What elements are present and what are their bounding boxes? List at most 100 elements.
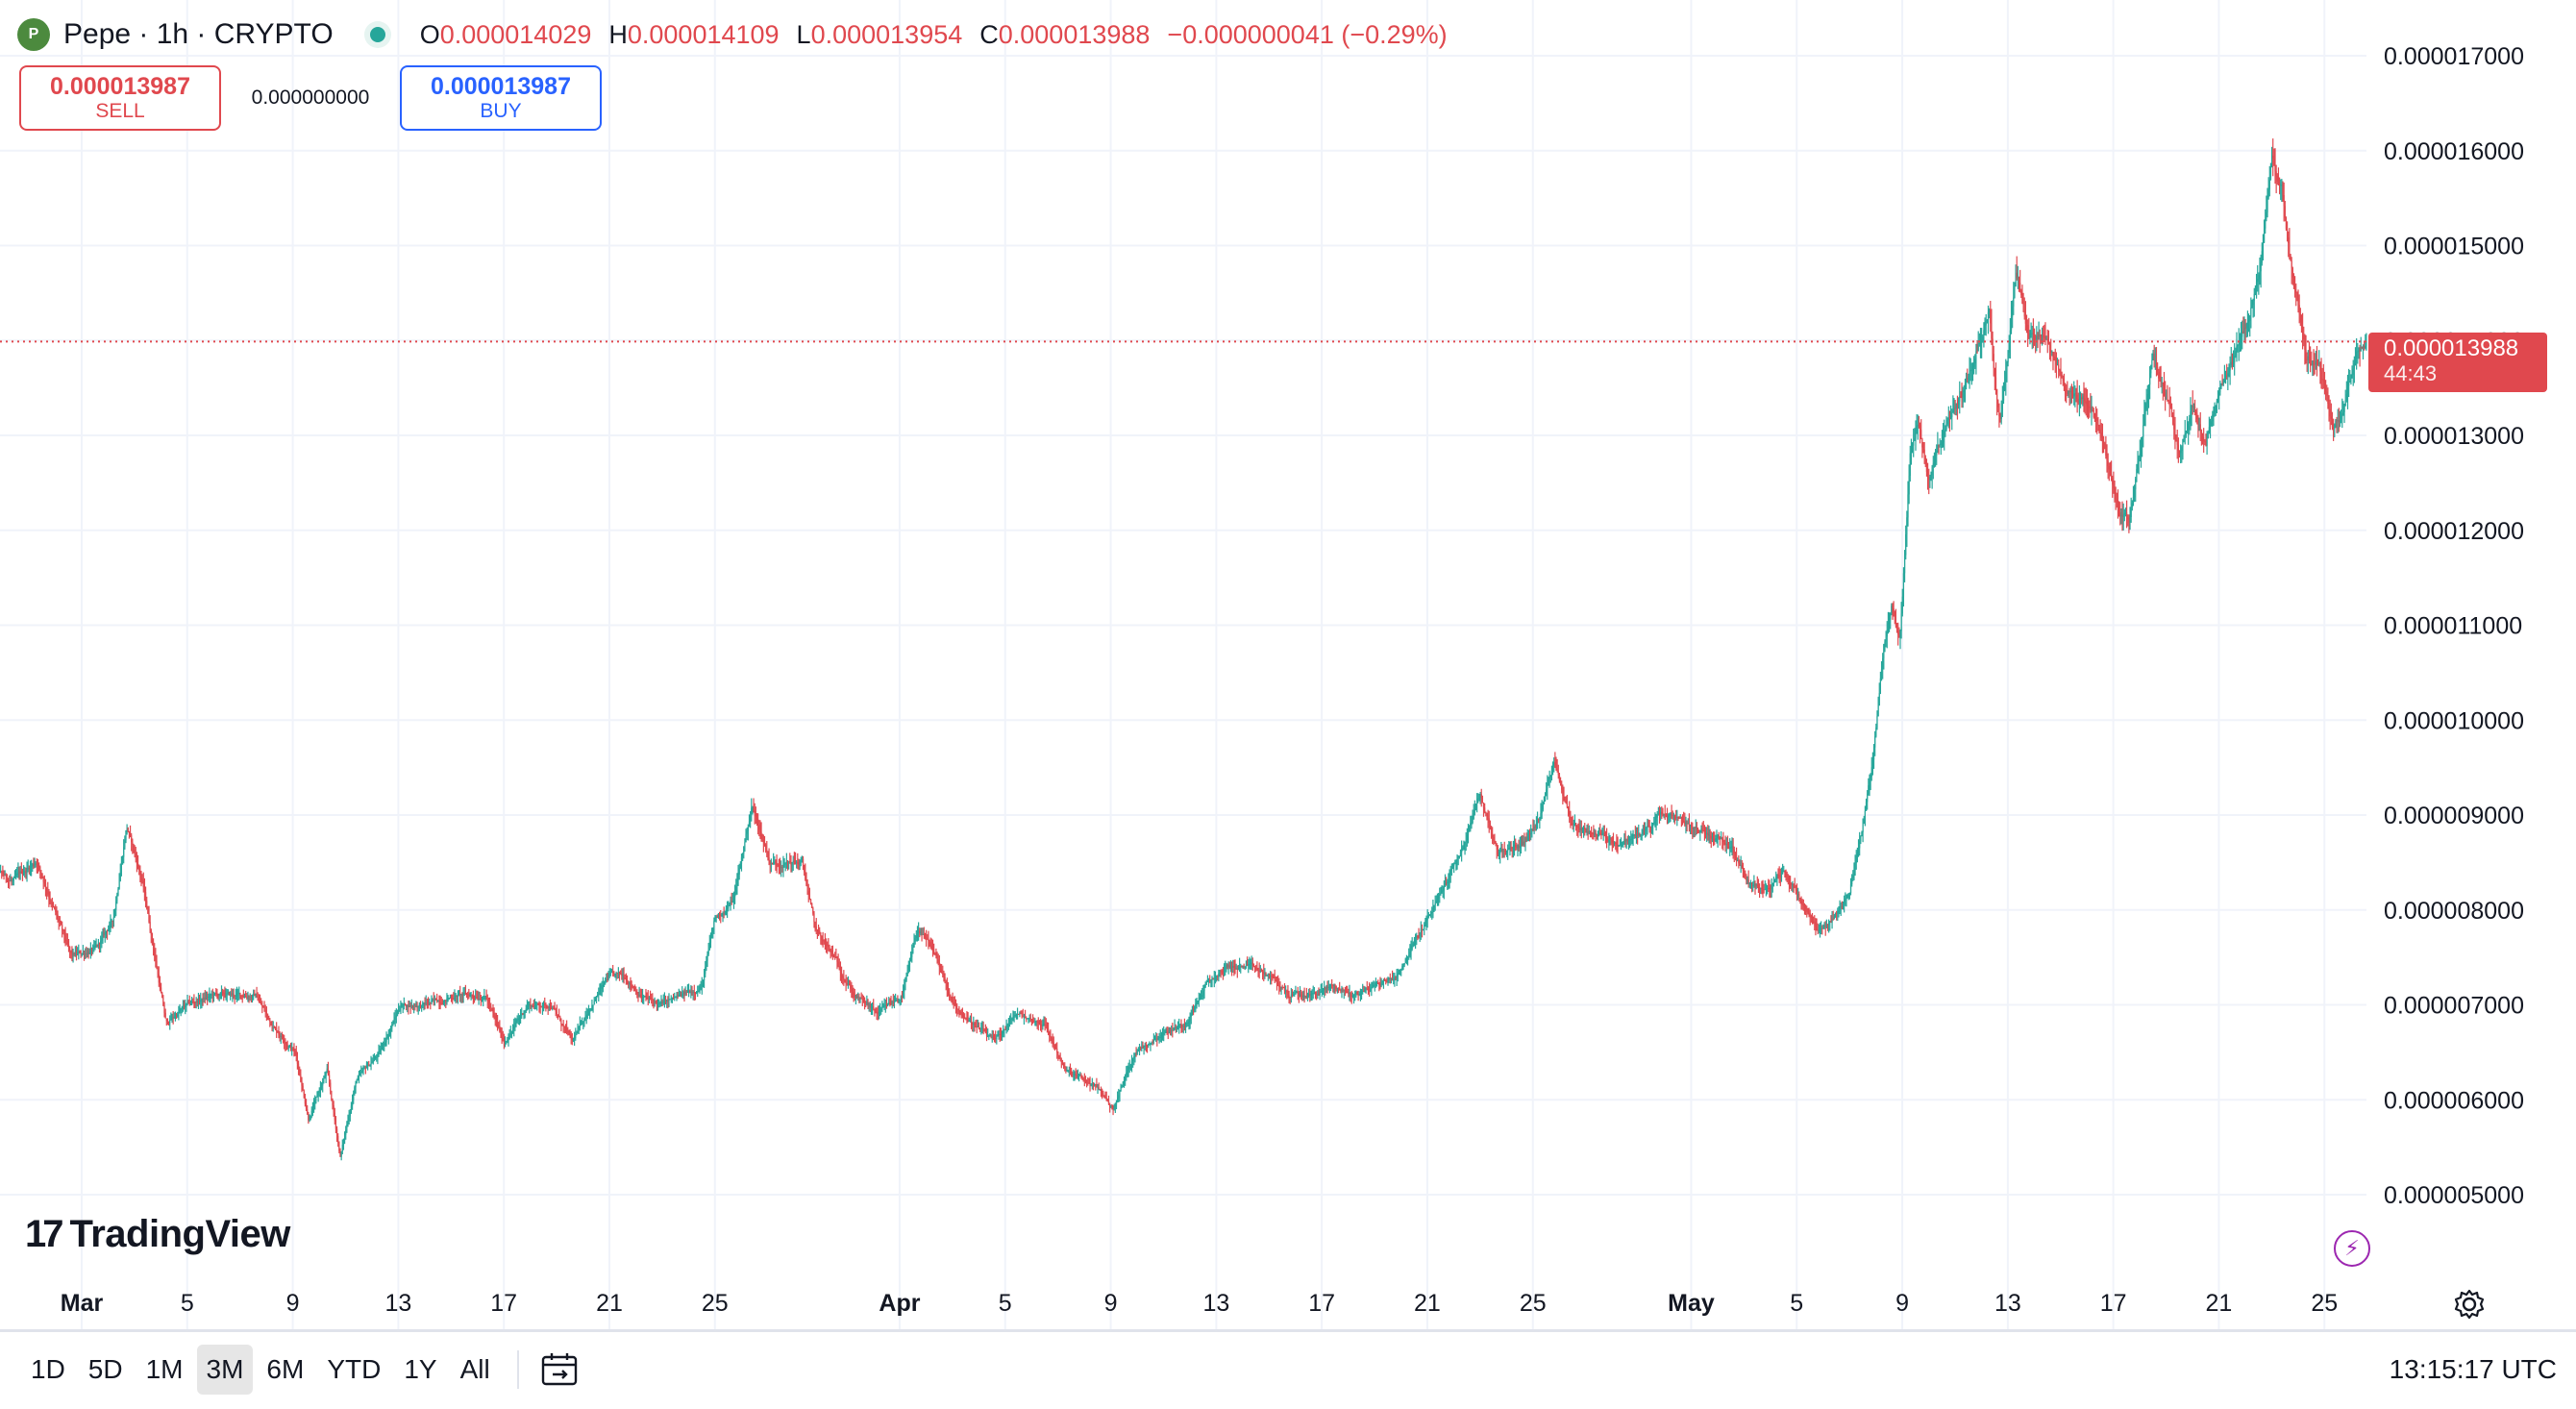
time-tick-label: 21 — [596, 1290, 623, 1317]
candle-body — [143, 887, 146, 893]
candle-body — [316, 1095, 318, 1098]
candle-body — [1225, 967, 1226, 969]
range-button-all[interactable]: All — [459, 1354, 490, 1384]
candle-body — [1252, 965, 1255, 968]
candle-body — [1335, 986, 1337, 989]
range-button-ytd[interactable]: YTD — [327, 1354, 382, 1384]
candle-body — [2157, 366, 2159, 372]
candle-body — [1060, 1060, 1062, 1062]
range-button-1y[interactable]: 1Y — [404, 1354, 437, 1384]
sell-button[interactable]: 0.000013987 SELL — [19, 65, 221, 131]
gear-icon[interactable] — [2453, 1288, 2486, 1321]
candle-body — [903, 991, 904, 998]
market-status-icon[interactable] — [369, 27, 385, 42]
candle-body — [1936, 450, 1938, 456]
candle-body — [1412, 943, 1414, 947]
lightning-icon[interactable]: ⚡ — [2334, 1230, 2370, 1267]
candle-body — [1801, 901, 1803, 905]
candle-body — [1312, 993, 1314, 995]
range-button-1d[interactable]: 1D — [31, 1354, 65, 1384]
time-axis[interactable]: Mar 5 9 13 17 21 25 Apr 5 9 13 17 21 25 May 5 9 13 17 21 25 — [61, 1290, 2338, 1317]
candle-body — [1536, 819, 1539, 824]
candle-body — [1423, 928, 1424, 930]
candle-body — [2058, 364, 2060, 370]
candle-body — [703, 974, 706, 981]
candle-body — [635, 991, 637, 993]
tradingview-wordmark: TradingView — [69, 1213, 291, 1255]
candle-body — [2113, 484, 2115, 488]
candle-body — [1138, 1048, 1141, 1050]
candle-body — [580, 1023, 582, 1025]
candle-body — [766, 850, 768, 853]
candle-body — [809, 899, 812, 903]
candle-body — [1490, 828, 1493, 834]
range-button-5d[interactable]: 5D — [87, 1354, 123, 1384]
candle-body — [531, 1005, 533, 1007]
candle-body — [1008, 1020, 1011, 1024]
candle-body — [1144, 1045, 1146, 1047]
candle-body — [1333, 985, 1335, 987]
candle-body — [2263, 228, 2266, 243]
candle-body — [1967, 378, 1969, 380]
buy-button[interactable]: 0.000013987 BUY — [400, 65, 602, 131]
candle-body — [954, 1005, 957, 1007]
candle-body — [1354, 993, 1356, 996]
candle-body — [1538, 819, 1540, 821]
candle-body — [472, 995, 475, 997]
candle-body — [2073, 393, 2075, 397]
candle-body — [181, 1006, 183, 1009]
candle-body — [125, 830, 127, 841]
candle-body — [2102, 441, 2105, 444]
range-button-1m[interactable]: 1M — [145, 1354, 184, 1384]
candle-body — [621, 974, 623, 976]
candle-body — [1484, 807, 1486, 812]
price-axis[interactable]: 0.0000170000.0000160000.0000150000.00001… — [2384, 43, 2524, 1209]
candle-body — [1149, 1044, 1151, 1046]
candle-body — [1512, 848, 1514, 850]
buy-label: BUY — [480, 100, 522, 122]
candle-body — [2205, 442, 2207, 446]
candle-body — [885, 1004, 888, 1006]
ohlc-close: C0.000013988 — [979, 19, 1151, 49]
range-button-3m[interactable]: 3M — [196, 1345, 254, 1395]
candle-body — [338, 1142, 340, 1151]
candle-body — [1633, 834, 1635, 836]
candle-body — [1944, 429, 1946, 432]
ohlc-change: −0.000000041 (−0.29%) — [1167, 19, 1448, 49]
candle-body — [985, 1033, 988, 1036]
candle-body — [1702, 829, 1704, 831]
candle-body — [289, 1046, 292, 1050]
candle-body — [831, 952, 834, 956]
candle-body — [1500, 849, 1502, 852]
candle-body — [1148, 1044, 1150, 1047]
candle-body — [385, 1038, 387, 1043]
candle-body — [2291, 268, 2293, 278]
symbol-title[interactable]: Pepe · 1h · CRYPTO — [63, 18, 334, 50]
candle-body — [268, 1015, 270, 1020]
candle-body — [500, 1031, 502, 1033]
candle-body — [1128, 1066, 1130, 1070]
candle-body — [1204, 983, 1206, 987]
utc-clock[interactable]: 13:15:17 UTC — [2389, 1354, 2557, 1384]
candle-body — [410, 1004, 412, 1007]
tradingview-logo[interactable]: 17 TradingView — [25, 1213, 290, 1256]
candle-body — [843, 977, 845, 980]
candle-body — [1768, 887, 1770, 889]
candle-body — [40, 870, 42, 875]
candle-body — [2230, 361, 2232, 366]
range-button-6m[interactable]: 6M — [266, 1354, 305, 1384]
candle-body — [318, 1091, 320, 1093]
candle-body — [1879, 678, 1882, 694]
candle-body — [944, 976, 946, 982]
candle-body — [273, 1027, 275, 1029]
candle-body — [1579, 828, 1581, 830]
go-to-date-icon[interactable] — [538, 1348, 581, 1391]
candle-body — [2169, 405, 2171, 408]
candle-body — [1913, 440, 1915, 446]
candle-body — [199, 1000, 201, 1001]
candle-body — [633, 988, 636, 992]
candle-body — [1022, 1016, 1024, 1018]
candle-body — [606, 978, 607, 981]
candle-body — [815, 926, 817, 930]
